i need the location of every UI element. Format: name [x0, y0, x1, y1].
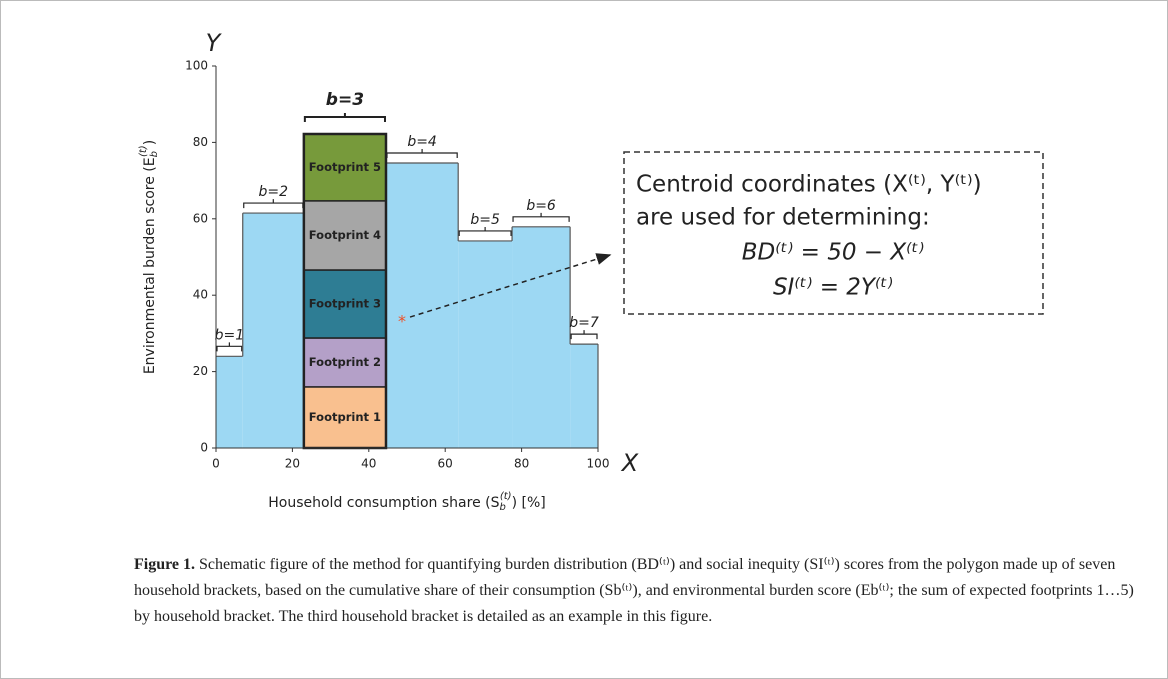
bracket	[216, 342, 243, 352]
xlabel-end: ) [%]	[512, 495, 546, 511]
caption-text: Schematic figure of the method for quant…	[134, 556, 1134, 625]
caption: Figure 1. Schematic figure of the method…	[134, 552, 1134, 630]
ylabel-end: )	[142, 140, 158, 145]
bracket-label: b=1	[215, 327, 245, 343]
annotation-line: BD⁽ᵗ⁾ = 50 − X⁽ᵗ⁾	[742, 240, 924, 266]
ylabel-sup: (t)	[138, 145, 149, 157]
ylabel: Environmental burden score (Eb(t))	[138, 140, 160, 374]
xlabel: Household consumption share (Sb(t)) [%]	[268, 491, 545, 513]
x-tick-label: 60	[438, 457, 453, 471]
x-tick-label: 0	[212, 457, 220, 471]
annotation-line: Centroid coordinates (X⁽ᵗ⁾, Y⁽ᵗ⁾)	[636, 172, 982, 198]
y-tick-label: 40	[193, 288, 208, 302]
annotation-line: are used for determining:	[636, 205, 930, 231]
caption-label: Figure 1.	[134, 556, 196, 573]
ylabel-text: Environmental burden score (E	[142, 157, 158, 374]
stack-label: Footprint 1	[309, 410, 381, 424]
y-tick-label: 100	[185, 59, 208, 73]
y-tick-label: 0	[200, 441, 208, 455]
chart: b=1 b=2 b=3 b=4 b=5 b=6 b=7 Footprint 1 Footprin…	[138, 29, 1044, 513]
bracket-label: b=7	[569, 315, 599, 331]
bracket	[458, 226, 512, 236]
bar	[458, 240, 513, 448]
bar	[512, 226, 571, 448]
bracket	[303, 112, 386, 122]
y-tick-label: 80	[193, 135, 208, 149]
bar	[216, 356, 243, 448]
stack-segment	[303, 133, 387, 202]
bracket-label: b=2	[259, 184, 289, 200]
bracket-label: b=4	[407, 134, 437, 150]
x-tick-label: 100	[587, 457, 610, 471]
x-tick-label: 20	[285, 457, 300, 471]
xlabel-sup: (t)	[500, 491, 512, 502]
y-axis-name: Y	[206, 29, 223, 57]
ylabel-sub: b	[149, 151, 160, 157]
bracket	[386, 149, 458, 159]
bracket	[512, 212, 570, 222]
bracket	[243, 199, 304, 209]
xlabel-sub: b	[500, 502, 506, 513]
annotation-box	[623, 151, 1044, 315]
bracket	[570, 330, 598, 340]
stack-segment	[303, 269, 387, 339]
stack-label: Footprint 5	[309, 160, 381, 174]
xlabel-text: Household consumption share (S	[268, 495, 499, 511]
stack-label: Footprint 3	[309, 296, 381, 310]
x-tick-label: 80	[514, 457, 529, 471]
bracket-label: b=3	[326, 90, 364, 110]
y-tick-label: 20	[193, 364, 208, 378]
bracket-label: b=6	[526, 198, 556, 214]
bar	[242, 213, 304, 448]
bracket-label: b=5	[470, 212, 500, 228]
y-tick-label: 60	[193, 211, 208, 225]
annotation-line: SI⁽ᵗ⁾ = 2Y⁽ᵗ⁾	[773, 275, 893, 301]
bar	[570, 344, 598, 448]
centroid-marker: *	[398, 312, 406, 331]
stack-label: Footprint 2	[309, 355, 381, 369]
x-axis-name: X	[620, 449, 639, 477]
stack-label: Footprint 4	[309, 228, 381, 242]
centroid-arrow	[409, 253, 612, 318]
x-tick-label: 40	[361, 457, 376, 471]
